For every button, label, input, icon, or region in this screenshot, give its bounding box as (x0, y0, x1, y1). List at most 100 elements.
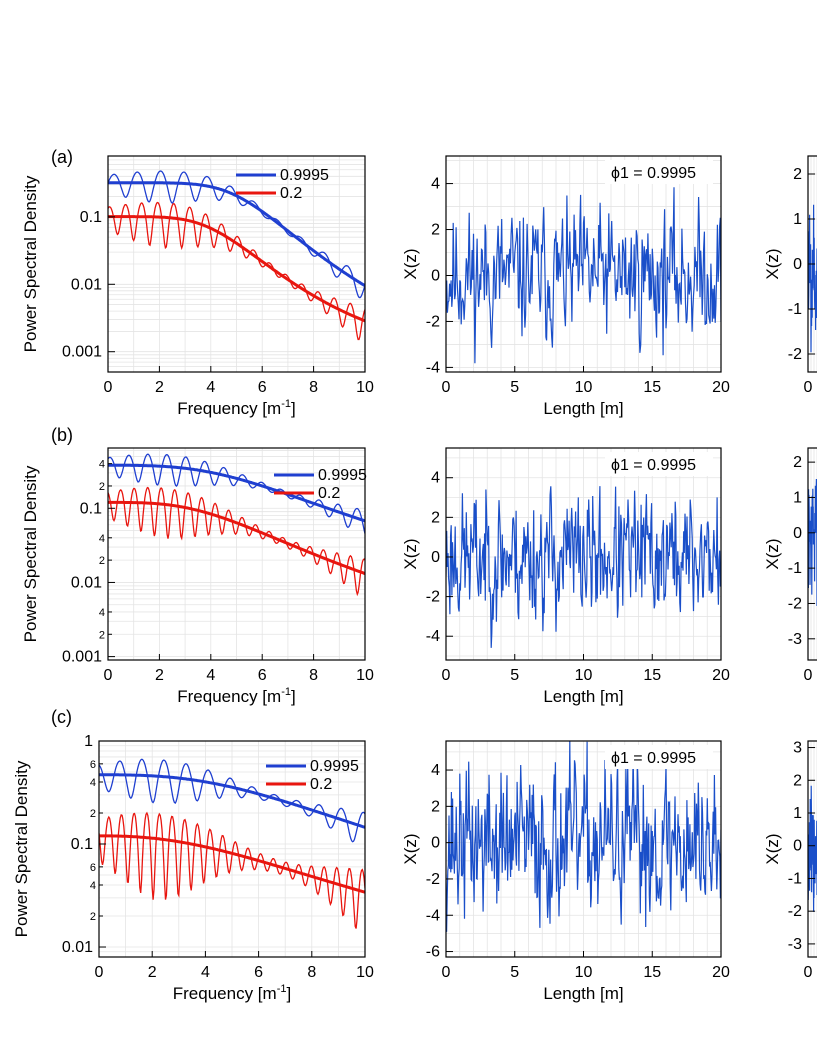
y-tick-label: 4 (431, 762, 440, 779)
x-tick-label: 15 (643, 379, 661, 396)
legend-label: 0.2 (310, 776, 332, 793)
y-tick-label: -3 (788, 631, 802, 648)
y-axis-label: Power Spectral Density (21, 175, 40, 352)
x-tick-label: 20 (712, 667, 730, 684)
y-tick-label: 2 (431, 509, 440, 526)
series-fit-0.2 (99, 834, 365, 894)
x-axis-label-text: Frequency [m (173, 984, 277, 1003)
phi-annotation: ϕ1 = 0.9995 (611, 750, 696, 767)
x-axis-label: Frequency [m-1] (173, 983, 291, 1003)
y-tick-label: -4 (426, 628, 440, 645)
y-tick-label: 0 (431, 835, 440, 852)
signal-series (808, 785, 817, 912)
legend-label: 0.9995 (310, 758, 359, 775)
psd-chart-psd_c: 0 2 4 6 8 10 0.01 0.1 1 2 4 6 2 4 6 Frequency [m-1] Powe… (12, 707, 374, 1003)
x-tick-label: 6 (254, 964, 263, 981)
y-minor-tick-label: 2 (99, 629, 105, 641)
y-tick-label: 0 (431, 267, 440, 284)
phi-annotation: ϕ1 = 0.9995 (611, 165, 696, 182)
x-axis-label-close: ] (286, 984, 291, 1003)
panel-label: (a) (51, 147, 73, 167)
y-axis-label: X(z) (763, 248, 782, 279)
annotation-bg (605, 745, 713, 769)
x-tick-label: 0 (442, 964, 451, 981)
y-tick-label: 1 (793, 805, 802, 822)
x-tick-label: 6 (258, 667, 267, 684)
series-raw-0.2 (108, 486, 365, 597)
y-axis-label: X(z) (763, 538, 782, 569)
x-axis-label: Length [m] (543, 687, 623, 706)
signal-series (446, 486, 721, 648)
y-tick-label: 2 (793, 454, 802, 471)
y-tick-label: 0 (793, 838, 802, 855)
y-tick-label: 1 (793, 489, 802, 506)
x-tick-label: 0 (104, 379, 113, 396)
signal-series (446, 741, 721, 932)
y-tick-label: -6 (426, 944, 440, 961)
x-tick-label: 5 (510, 379, 519, 396)
y-tick-label: 4 (431, 176, 440, 193)
y-tick-label: 0.01 (71, 276, 102, 293)
signal-chart-sig_b: 0 5 10 15 20 -4 -2 0 2 4 Length [m] X(z) ϕ1 = 0.9995 (401, 447, 730, 706)
plot-frame (107, 447, 366, 661)
y-tick-label: 0.001 (62, 344, 102, 361)
panel-label: (c) (51, 707, 72, 727)
panel-label: (b) (51, 425, 73, 445)
x-tick-label: 10 (356, 379, 374, 396)
x-tick-label: 0 (804, 379, 813, 396)
plot-frame (807, 740, 817, 958)
phi-annotation: ϕ1 = 0.9995 (611, 457, 696, 474)
x-tick-label: 4 (206, 379, 215, 396)
y-tick-label: 2 (431, 798, 440, 815)
y-axis-label: X(z) (763, 833, 782, 864)
x-tick-label: 2 (155, 667, 164, 684)
signal-chart-third_b: 0 -3 -2 -1 0 1 2 X(z) (763, 447, 817, 684)
x-axis-label-close: ] (291, 399, 296, 418)
signal-series (446, 187, 721, 364)
series-fit-0.9995 (99, 773, 365, 829)
x-tick-label: 8 (309, 667, 318, 684)
y-tick-label: -1 (788, 301, 802, 318)
series-fit-0.2 (108, 215, 365, 323)
y-tick-label: 0 (431, 549, 440, 566)
y-minor-tick-label: 4 (90, 880, 96, 892)
y-tick-label: -4 (426, 359, 440, 376)
psd-chart-psd_b: 0 2 4 6 8 10 0.001 0.01 0.1 2 4 2 4 2 4 Frequency [m-1]… (21, 425, 374, 706)
y-tick-label: -2 (788, 903, 802, 920)
x-tick-label: 0 (804, 667, 813, 684)
y-minor-tick-label: 6 (90, 759, 96, 771)
x-axis-label-sup: -1 (281, 398, 291, 410)
y-tick-label: 2 (431, 222, 440, 239)
x-tick-label: 0 (104, 667, 113, 684)
x-tick-label: 10 (575, 964, 593, 981)
x-tick-label: 0 (95, 964, 104, 981)
y-tick-label: 2 (793, 772, 802, 789)
legend-label: 0.2 (318, 485, 340, 502)
series-fit-0.2 (108, 500, 365, 576)
legend-label: 0.9995 (318, 467, 367, 484)
x-tick-label: 15 (643, 964, 661, 981)
x-tick-label: 4 (206, 667, 215, 684)
x-tick-label: 0 (442, 667, 451, 684)
x-axis-label: Length [m] (543, 399, 623, 418)
y-tick-label: -1 (788, 560, 802, 577)
y-tick-label: 3 (793, 740, 802, 757)
y-tick-label: 1 (793, 211, 802, 228)
y-tick-label: -2 (788, 346, 802, 363)
y-minor-tick-label: 2 (99, 481, 105, 493)
psd-chart-psd_a: 0 2 4 6 8 10 0.001 0.01 0.1 Frequency [m-1] Power … (21, 147, 374, 418)
y-tick-label: 0.01 (62, 939, 93, 956)
x-tick-label: 0 (442, 379, 451, 396)
plot-frame (107, 155, 366, 373)
y-axis-label: X(z) (401, 833, 420, 864)
x-tick-label: 2 (148, 964, 157, 981)
y-tick-label: -2 (426, 589, 440, 606)
plot-frame (807, 447, 817, 661)
y-tick-label: 0.1 (71, 836, 93, 853)
x-tick-label: 8 (309, 379, 318, 396)
x-tick-label: 5 (510, 964, 519, 981)
y-minor-tick-label: 4 (99, 459, 105, 471)
y-tick-label: 0.001 (62, 649, 102, 666)
